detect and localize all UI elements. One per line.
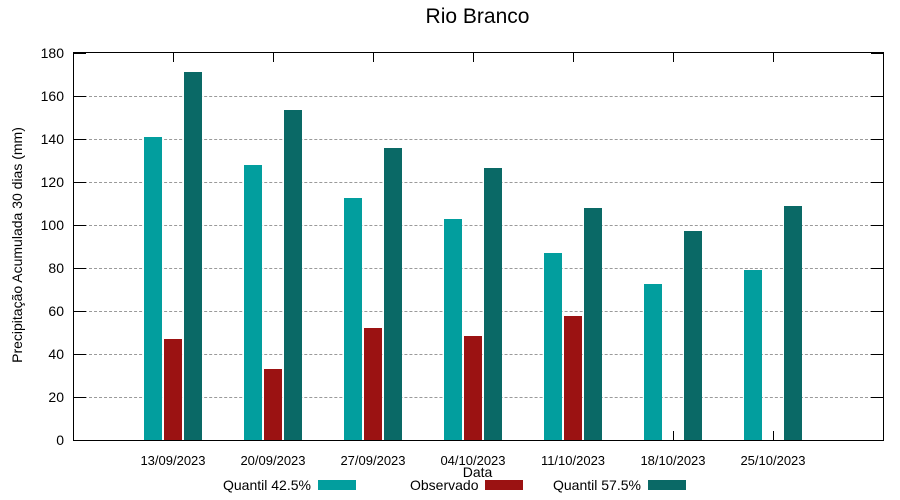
gridline: [74, 182, 883, 183]
x-axis-label: Data: [462, 464, 493, 480]
y-tick-label: 60: [48, 303, 64, 319]
y-tick: [74, 182, 86, 183]
y-tick-label: 80: [48, 260, 64, 276]
gridline: [74, 311, 883, 312]
y-tick: [74, 225, 86, 226]
x-tick: [673, 431, 674, 440]
bar-quantil-42.5-27-09-2023: [344, 198, 362, 440]
y-tick: [74, 440, 86, 441]
legend-label: Quantil 57.5%: [553, 477, 641, 493]
bar-quantil-57.5-04-10-2023: [484, 168, 502, 440]
x-tick: [573, 53, 574, 62]
legend-swatch: [317, 480, 356, 490]
x-tick: [673, 53, 674, 62]
bar-observado-04-10-2023: [464, 335, 482, 440]
y-tick: [871, 397, 883, 398]
x-tick: [373, 53, 374, 62]
y-tick: [871, 311, 883, 312]
y-tick-label: 180: [40, 45, 64, 61]
legend-swatch: [647, 480, 686, 490]
bar-observado-13-09-2023: [164, 338, 182, 440]
y-tick: [871, 139, 883, 140]
bar-quantil-42.5-13-09-2023: [144, 136, 162, 440]
y-tick: [871, 96, 883, 97]
legend-swatch: [485, 480, 524, 490]
y-axis-label: Precipitação Acumulada 30 dias (mm): [9, 127, 25, 363]
y-tick: [871, 354, 883, 355]
bar-quantil-42.5-11-10-2023: [544, 252, 562, 440]
legend-item-quantil-57.5: Quantil 57.5%: [553, 477, 686, 493]
y-tick: [74, 268, 86, 269]
bar-observado-11-10-2023: [564, 316, 582, 440]
y-tick-label: 20: [48, 389, 64, 405]
y-tick-label: 160: [40, 88, 64, 104]
y-tick-label: 100: [40, 217, 64, 233]
legend-label: Observado: [410, 477, 479, 493]
y-tick: [871, 268, 883, 269]
y-tick: [74, 311, 86, 312]
x-tick: [773, 53, 774, 62]
legend-item-observado: Observado: [410, 477, 524, 493]
x-tick-label: 18/10/2023: [640, 453, 706, 468]
bar-quantil-57.5-18-10-2023: [684, 231, 702, 440]
bar-quantil-42.5-25-10-2023: [744, 270, 762, 440]
y-tick-label: 140: [40, 131, 64, 147]
y-tick: [74, 53, 86, 54]
y-tick: [74, 397, 86, 398]
gridline: [74, 225, 883, 226]
x-tick-label: 11/10/2023: [540, 453, 606, 468]
y-tick: [74, 96, 86, 97]
y-tick: [74, 354, 86, 355]
gridline: [74, 268, 883, 269]
y-tick-label: 0: [56, 432, 64, 448]
y-tick-label: 40: [48, 346, 64, 362]
legend-label: Quantil 42.5%: [223, 477, 311, 493]
y-tick-label: 120: [40, 174, 64, 190]
x-tick: [773, 431, 774, 440]
x-tick-label: 25/10/2023: [740, 453, 806, 468]
chart-title: Rio Branco: [425, 5, 530, 28]
x-tick: [173, 53, 174, 62]
x-tick-label: 20/09/2023: [240, 453, 306, 468]
gridline: [74, 96, 883, 97]
bar-quantil-57.5-25-10-2023: [784, 205, 802, 440]
y-tick: [871, 53, 883, 54]
y-tick: [871, 182, 883, 183]
x-tick: [273, 53, 274, 62]
x-tick-label: 27/09/2023: [340, 453, 406, 468]
bar-observado-20-09-2023: [264, 369, 282, 440]
bar-quantil-42.5-04-10-2023: [444, 218, 462, 440]
y-tick: [871, 225, 883, 226]
x-tick-label: 13/09/2023: [140, 453, 206, 468]
y-tick: [74, 139, 86, 140]
y-tick: [871, 440, 883, 441]
legend-item-quantil-42.5: Quantil 42.5%: [223, 477, 356, 493]
gridline: [74, 139, 883, 140]
x-tick: [473, 53, 474, 62]
plot-area: 0 20 40 60 80 100 120 140 160 180 13/09/2023 20/09/…: [41, 45, 884, 468]
bar-quantil-42.5-20-09-2023: [244, 164, 262, 440]
bar-quantil-57.5-13-09-2023: [184, 72, 202, 440]
bar-quantil-42.5-18-10-2023: [644, 284, 662, 440]
bar-quantil-57.5-27-09-2023: [384, 147, 402, 440]
bar-observado-27-09-2023: [364, 328, 382, 440]
bar-quantil-57.5-11-10-2023: [584, 207, 602, 440]
bar-quantil-57.5-20-09-2023: [284, 109, 302, 440]
x-tick-label: 04/10/2023: [440, 453, 506, 468]
